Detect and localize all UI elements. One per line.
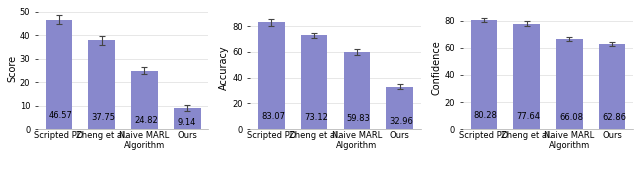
Text: 24.82: 24.82 bbox=[134, 116, 158, 124]
Bar bbox=[301, 35, 328, 129]
Text: 62.86: 62.86 bbox=[602, 113, 626, 122]
Text: 83.07: 83.07 bbox=[261, 112, 285, 121]
Bar bbox=[258, 22, 285, 129]
Bar bbox=[387, 87, 413, 129]
Bar bbox=[88, 40, 115, 129]
Text: 77.64: 77.64 bbox=[516, 112, 540, 121]
Text: 37.75: 37.75 bbox=[92, 113, 116, 122]
Bar bbox=[174, 108, 200, 129]
Text: 59.83: 59.83 bbox=[347, 114, 371, 123]
Bar bbox=[470, 20, 497, 129]
Bar bbox=[344, 52, 370, 129]
Bar bbox=[45, 20, 72, 129]
Text: 46.57: 46.57 bbox=[49, 112, 73, 120]
Y-axis label: Confidence: Confidence bbox=[432, 41, 442, 95]
Y-axis label: Score: Score bbox=[7, 55, 17, 82]
Text: 80.28: 80.28 bbox=[474, 112, 497, 120]
Bar bbox=[513, 24, 540, 129]
Bar bbox=[131, 71, 157, 129]
Bar bbox=[599, 44, 625, 129]
Y-axis label: Accuracy: Accuracy bbox=[220, 46, 229, 90]
Text: 73.12: 73.12 bbox=[304, 113, 328, 122]
Text: 9.14: 9.14 bbox=[177, 119, 196, 127]
Bar bbox=[556, 40, 582, 129]
Text: 32.96: 32.96 bbox=[390, 117, 413, 126]
Text: 66.08: 66.08 bbox=[559, 113, 583, 122]
